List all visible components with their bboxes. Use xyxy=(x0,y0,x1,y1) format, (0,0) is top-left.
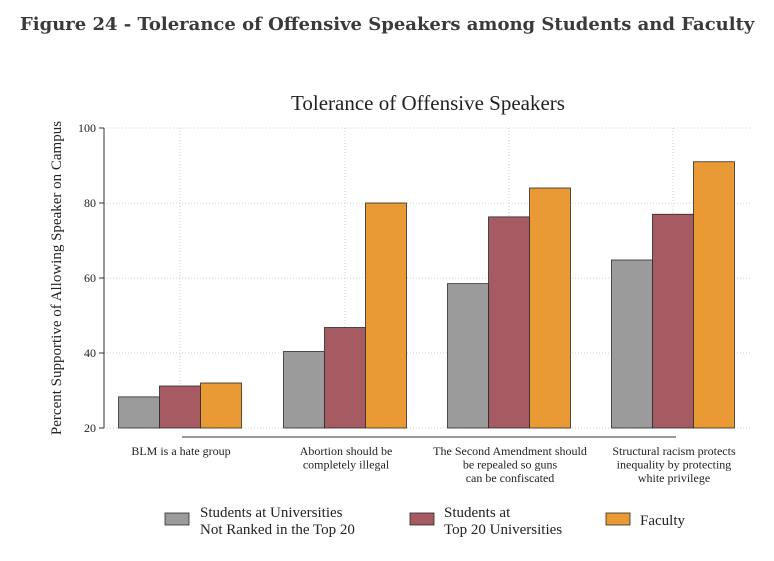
x-category-label: Abortion should be completely illegal xyxy=(300,444,393,472)
y-axis-ticks: 20 40 60 80 100 xyxy=(78,121,104,435)
x-category-label: The Second Amendment should be repealed s… xyxy=(433,444,587,485)
bar xyxy=(159,385,201,429)
y-tick-label: 40 xyxy=(84,346,96,360)
legend-swatch xyxy=(164,512,190,526)
bar xyxy=(365,202,407,429)
legend-label: Students at Universities Not Ranked in th… xyxy=(200,505,355,538)
bars xyxy=(118,161,735,429)
y-tick-label: 80 xyxy=(84,196,96,210)
legend-label: Faculty xyxy=(640,513,685,529)
bar xyxy=(652,213,694,429)
legend-label: Students at Top 20 Universities xyxy=(444,505,562,538)
x-axis-category-labels: BLM is a hate group Abortion should be com… xyxy=(131,444,736,485)
figure-title: Figure 24 - Tolerance of Offensive Speak… xyxy=(20,14,755,35)
bar xyxy=(447,283,489,429)
y-tick-label: 100 xyxy=(78,121,96,135)
bar xyxy=(200,382,242,429)
bar xyxy=(488,216,530,429)
chart-title: Tolerance of Offensive Speakers xyxy=(291,91,565,115)
legend-swatch xyxy=(605,512,631,526)
bar xyxy=(283,351,325,429)
y-tick-label: 20 xyxy=(84,421,96,435)
legend: Students at Universities Not Ranked in th… xyxy=(164,505,685,538)
bar xyxy=(693,161,735,429)
legend-swatch xyxy=(409,512,435,526)
bar xyxy=(611,259,653,429)
bar xyxy=(324,327,366,429)
bar xyxy=(529,187,571,429)
bar xyxy=(118,396,160,429)
y-tick-label: 60 xyxy=(84,271,96,285)
y-axis-label: Percent Supportive of Allowing Speaker o… xyxy=(49,121,65,435)
x-category-label: BLM is a hate group xyxy=(131,444,230,458)
x-category-label: Structural racism protects inequality by … xyxy=(612,444,736,485)
